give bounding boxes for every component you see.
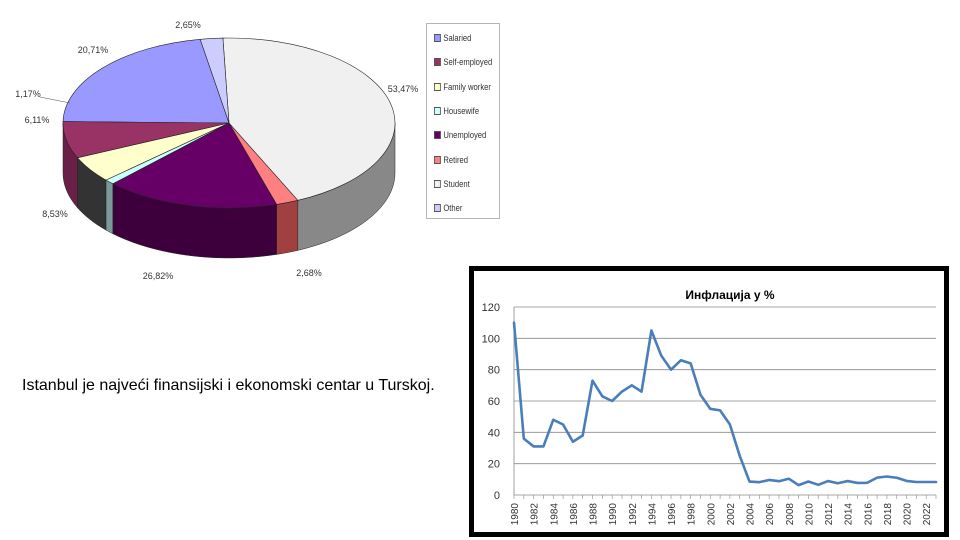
pie-sides <box>62 122 396 259</box>
x-tick-label: 1990 <box>608 503 619 526</box>
legend-label: Unemployed <box>443 130 487 141</box>
x-tick-label: 1994 <box>647 503 658 526</box>
grid-lines <box>514 306 936 496</box>
legend-item: Unemployed <box>434 129 486 141</box>
legend-swatch <box>434 82 441 91</box>
legend-label: Other <box>443 203 463 214</box>
x-tick-label: 2002 <box>726 503 737 526</box>
pie-data-label: 6,11% <box>25 115 50 125</box>
pie-slice-other <box>199 37 230 124</box>
x-tick-label: 2014 <box>844 503 855 526</box>
x-tick-label: 1980 <box>510 503 521 526</box>
legend-item: Housewife <box>434 105 479 117</box>
pie-leader-line <box>39 96 71 104</box>
pie-data-label: 1,17% <box>15 89 41 99</box>
pie-data-label: 8,53% <box>42 209 68 219</box>
legend-item: Family worker <box>434 81 491 93</box>
pie-top <box>62 37 396 209</box>
x-tick-label: 2004 <box>746 503 757 526</box>
y-tick-label: 60 <box>488 396 500 408</box>
pie-slice-unemployed <box>112 122 278 209</box>
x-tick-label: 2008 <box>785 503 796 526</box>
legend-label: Retired <box>443 154 469 165</box>
legend-swatch <box>434 179 441 188</box>
y-tick-label: 0 <box>494 490 500 502</box>
legend-label: Family worker <box>443 81 491 92</box>
legend-swatch <box>434 155 441 164</box>
chart-title: Инфлација у % <box>685 288 774 302</box>
x-tick-label: 1982 <box>530 503 541 526</box>
y-tick-label: 40 <box>488 427 500 439</box>
x-tick-label: 1996 <box>667 503 678 526</box>
pie-data-label: 26,82% <box>143 271 174 281</box>
x-tick-label: 2010 <box>804 503 815 526</box>
legend-item: Salaried <box>434 32 471 44</box>
x-tick-label: 2018 <box>883 503 894 526</box>
x-tick-label: 2000 <box>706 503 717 526</box>
pie-data-label: 53,47% <box>388 84 419 94</box>
legend-item: Self-employed <box>434 56 492 68</box>
pie-chart: 26,82% 8,53% 6,11% 1,17% 20,71% 2,65% 53,47% 2,… <box>15 20 418 281</box>
legend-label: Student <box>443 178 470 189</box>
x-tick-label: 2022 <box>922 503 933 526</box>
caption-text: Istanbul je najveći finansijski i ekonom… <box>22 377 435 394</box>
pie-slice-student <box>222 37 396 201</box>
x-tick-label: 1984 <box>549 503 560 526</box>
legend-swatch <box>434 34 441 42</box>
legend-item: Retired <box>434 154 468 166</box>
legend-swatch <box>434 204 441 213</box>
legend-label: Self-employed <box>443 57 493 68</box>
y-tick-label: 100 <box>482 333 500 345</box>
y-tick-label: 120 <box>482 302 500 314</box>
pie-data-label: 20,71% <box>78 45 109 55</box>
pie-labels: 26,82% 8,53% 6,11% 1,17% 20,71% 2,65% 53,47% 2,… <box>15 20 418 281</box>
pie-data-label: 2,68% <box>296 268 322 278</box>
legend-swatch <box>434 106 441 115</box>
pie-slice-salaried <box>62 38 230 124</box>
pie-legend: Salaried Self-employed Family worker Housew… <box>426 23 500 219</box>
y-tick-label: 80 <box>488 365 500 377</box>
pie-side-retired <box>276 200 299 255</box>
x-tick-label: 2012 <box>824 503 835 526</box>
legend-item: Other <box>434 202 462 214</box>
pie-side-housewife <box>105 179 114 235</box>
x-tick-label: 1992 <box>628 503 639 526</box>
legend-label: Housewife <box>443 105 480 116</box>
y-tick-label: 20 <box>488 459 500 471</box>
x-tick-label: 1986 <box>569 503 580 526</box>
line-chart-frame: Инфлација у % 0 20 40 60 80 100 120 1980 1982 1984… <box>469 266 949 537</box>
x-tick-label: 2006 <box>765 503 776 526</box>
x-tick-label: 1998 <box>687 503 698 526</box>
x-tick-label: 2016 <box>863 503 874 526</box>
legend-label: Salaried <box>443 33 472 43</box>
x-tick-label: 1988 <box>589 503 600 526</box>
legend-swatch <box>434 58 441 67</box>
x-tick-label: 2020 <box>903 503 914 526</box>
legend-swatch <box>434 131 441 140</box>
inflation-line-chart: Инфлација у % 0 20 40 60 80 100 120 1980 1982 1984… <box>474 271 944 532</box>
series-line-inflation <box>512 321 938 487</box>
legend-item: Student <box>434 178 470 190</box>
pie-data-label: 2,65% <box>175 20 201 30</box>
